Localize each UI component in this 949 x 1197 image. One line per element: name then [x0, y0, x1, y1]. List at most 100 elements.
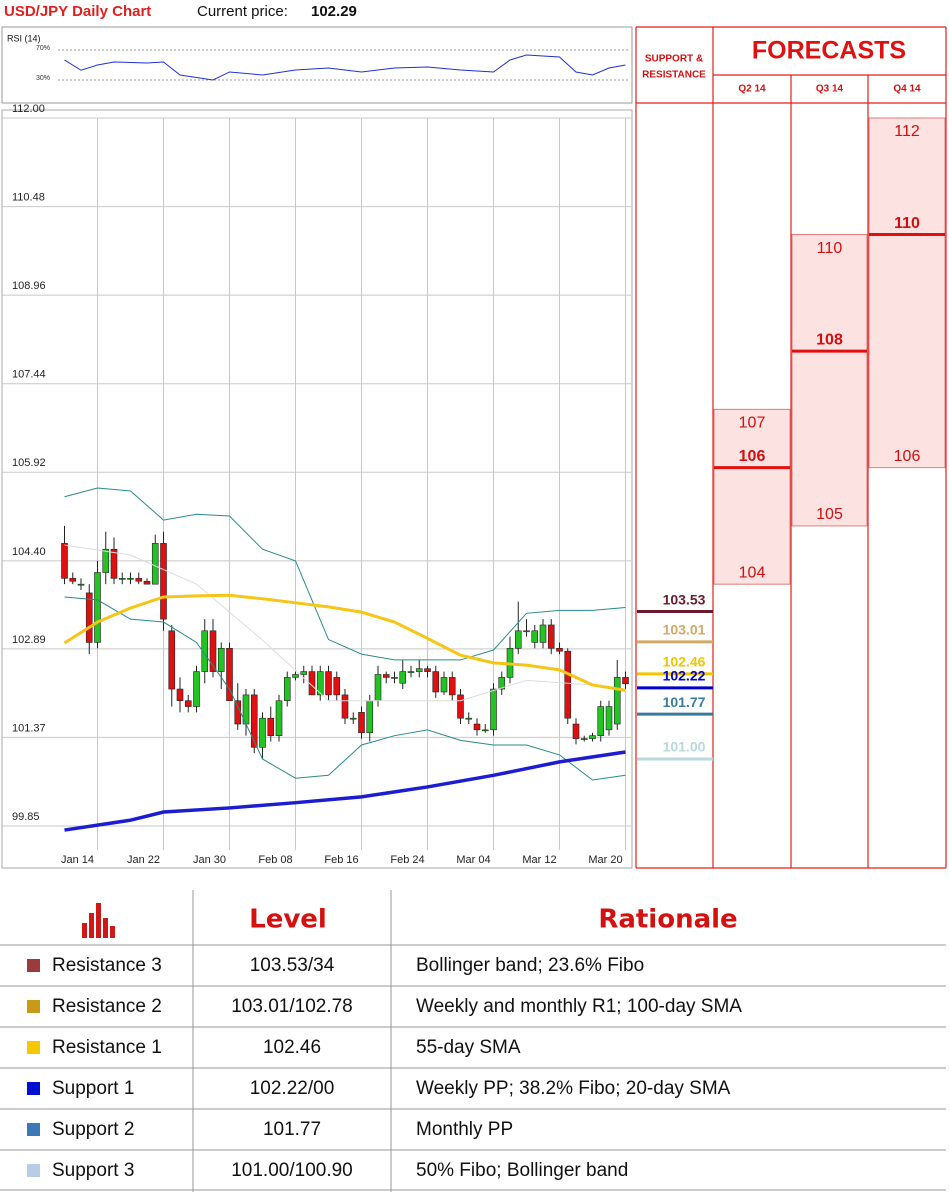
candle-body	[374, 674, 382, 702]
level-label: 101.00	[663, 739, 706, 755]
row-level: 101.77	[263, 1119, 321, 1140]
rsi-tick-label: 70%	[36, 45, 50, 52]
indicator-line	[64, 596, 626, 781]
candle-body	[622, 677, 629, 685]
candle-body	[201, 630, 209, 672]
candle-body	[605, 706, 613, 731]
level-label: 102.46	[663, 654, 706, 670]
row-level: 101.00/100.90	[231, 1160, 353, 1181]
table-grid	[0, 890, 946, 1192]
candle-body	[490, 688, 497, 731]
candle-body	[259, 717, 266, 748]
rsi-title: RSI (14)	[7, 33, 41, 43]
y-tick-label: 112.00	[12, 103, 45, 115]
y-tick-label: 101.37	[12, 722, 46, 734]
candle-body	[481, 729, 489, 732]
x-tick-label: Mar 12	[522, 854, 556, 866]
candle-body	[143, 580, 151, 585]
candle-body	[399, 671, 407, 684]
candle-body	[613, 677, 621, 725]
candle-body	[193, 671, 200, 707]
current-price: 102.29	[311, 3, 357, 20]
candle-body	[572, 723, 580, 739]
candle-body	[448, 677, 456, 696]
candle-body	[457, 694, 464, 719]
forecast-central-label: 108	[816, 331, 843, 348]
row-name: Resistance 1	[52, 1037, 162, 1058]
candle-body	[283, 677, 291, 702]
candle-body	[209, 630, 217, 672]
candle-body	[349, 717, 357, 720]
row-name: Support 1	[52, 1078, 134, 1099]
row-level: 103.53/34	[250, 955, 335, 976]
candle-body	[424, 668, 431, 672]
candle-body	[135, 578, 143, 582]
forecast-grid	[635, 26, 947, 869]
candle-body	[69, 578, 77, 582]
candle-body	[250, 694, 258, 748]
candle-body	[440, 677, 448, 693]
candle-body	[564, 650, 572, 719]
chart-title: USD/JPY Daily Chart	[4, 3, 151, 20]
candle-body	[94, 572, 101, 643]
forecast-range	[713, 408, 791, 585]
forecast-range	[791, 234, 868, 527]
row-name: Resistance 2	[52, 996, 162, 1017]
indicator-line	[63, 593, 626, 692]
quarter-label: Q3 14	[816, 84, 844, 95]
level-swatch	[27, 959, 40, 972]
row-rationale: Weekly and monthly R1; 100-day SMA	[416, 996, 742, 1017]
candle-body	[473, 723, 481, 731]
row-rationale: 50% Fibo; Bollinger band	[416, 1160, 628, 1181]
candle-body	[226, 647, 233, 702]
rsi-line	[64, 54, 626, 81]
y-tick-label: 104.40	[12, 546, 46, 558]
candle-body	[325, 671, 332, 696]
y-tick-label: 105.92	[12, 457, 46, 469]
row-level: 102.22/00	[250, 1078, 335, 1099]
candle-body	[514, 630, 522, 649]
candle-body	[333, 677, 341, 696]
forecast-central-label: 106	[739, 448, 766, 465]
level-swatch	[27, 1164, 40, 1177]
y-tick-label: 107.44	[12, 369, 46, 381]
candle-body	[547, 624, 555, 649]
candle-body	[160, 543, 167, 620]
candle-body	[300, 671, 308, 675]
candle-body	[597, 706, 605, 736]
row-level: 103.01/102.78	[231, 996, 353, 1017]
candle-body	[234, 700, 242, 725]
candle-body	[580, 738, 588, 740]
x-tick-label: Jan 22	[127, 854, 160, 866]
sr-title: SUPPORT &	[645, 54, 703, 65]
forecast-low: 104	[739, 564, 766, 581]
y-tick-label: 108.96	[12, 280, 46, 292]
candle-body	[292, 674, 299, 678]
candle-body	[176, 688, 184, 702]
forecast-range	[868, 117, 946, 469]
x-tick-label: Jan 30	[193, 854, 226, 866]
x-tick-label: Feb 16	[324, 854, 358, 866]
candle-body	[184, 700, 192, 707]
row-rationale: Weekly PP; 38.2% Fibo; 20-day SMA	[416, 1078, 731, 1099]
candle-body	[358, 712, 365, 734]
candle-body	[341, 694, 349, 719]
candle-body	[556, 647, 563, 652]
x-tick-label: Mar 20	[588, 854, 622, 866]
candle-body	[127, 578, 134, 580]
x-tick-label: Mar 04	[456, 854, 490, 866]
forecast-central-label: 110	[894, 215, 920, 232]
level-label: 101.77	[663, 694, 706, 710]
row-rationale: Monthly PP	[416, 1119, 513, 1140]
rsi-tick-label: 30%	[36, 75, 50, 82]
row-name: Resistance 3	[52, 955, 162, 976]
table-icon	[82, 903, 115, 938]
candle-body	[151, 543, 159, 585]
candle-body	[217, 647, 225, 672]
row-name: Support 2	[52, 1119, 134, 1140]
level-swatch	[27, 1123, 40, 1136]
quarter-label: Q4 14	[893, 84, 921, 95]
table-header: Level	[249, 905, 327, 935]
candle-body	[85, 592, 93, 643]
